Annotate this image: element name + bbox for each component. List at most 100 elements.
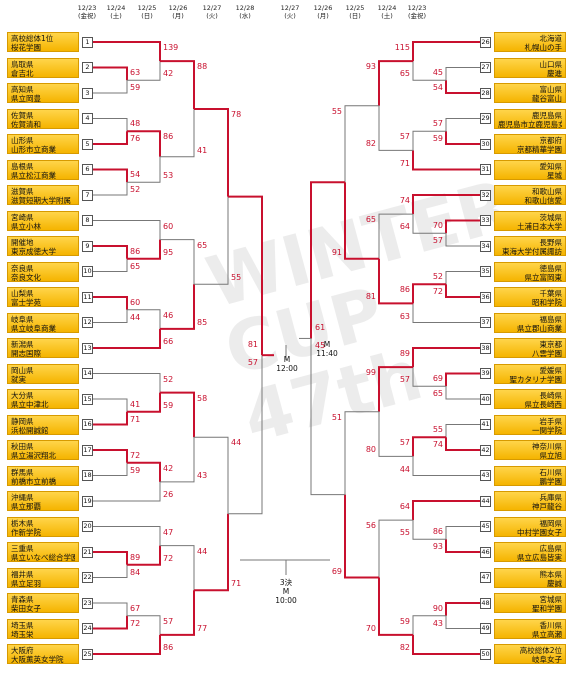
venue-time-left: 12:00 <box>276 364 298 373</box>
match-score: 55 <box>399 528 410 538</box>
match-score: 63 <box>130 68 141 78</box>
bracket-line <box>412 347 480 368</box>
team-box-right: 北海道 札幌山の手 <box>494 32 566 52</box>
bracket-line <box>160 60 195 109</box>
team-prefecture: 茨城県 <box>539 212 563 222</box>
team-school-name: 大阪薫英女学院 <box>11 655 64 664</box>
team-school-name: 県立松江商業 <box>11 170 56 180</box>
bracket-line <box>445 372 480 387</box>
bracket-line <box>160 391 195 438</box>
team-school-name: 県立いなべ総合学園 <box>11 553 75 562</box>
bracket-line <box>93 168 128 183</box>
bracket-line <box>93 182 128 196</box>
team-prefecture: 広島県 <box>539 544 563 553</box>
header-date: 12/24 <box>106 4 126 12</box>
match-score: 80 <box>365 445 376 455</box>
bracket-line <box>378 60 413 106</box>
team-school-name: 鹿児島市立鹿児島女子 <box>498 119 562 129</box>
match-score: 42 <box>163 463 174 473</box>
bracket-line <box>445 131 480 145</box>
team-seed-number: 17 <box>82 444 93 456</box>
team-seed-number: 5 <box>82 138 93 150</box>
match-score: 41 <box>130 399 141 409</box>
header-date: 12/27 <box>280 4 300 12</box>
bracket-line <box>127 239 161 260</box>
match-score: 52 <box>163 374 174 384</box>
match-score: 55 <box>432 425 443 435</box>
match-score: 66 <box>163 337 174 346</box>
bracket-line <box>344 105 379 183</box>
team-seed-number: 22 <box>82 572 93 583</box>
team-seed-number: 3 <box>82 87 93 99</box>
bracket-line <box>194 436 229 514</box>
venue-court-left: M <box>283 355 291 364</box>
bracket-line <box>445 437 480 451</box>
bracket-line <box>445 539 480 553</box>
team-prefecture: 北海道 <box>539 34 563 43</box>
match-score: 86 <box>130 246 141 256</box>
team-school-name: 和歌山信愛 <box>524 196 563 205</box>
match-score: 41 <box>197 145 208 155</box>
bracket-line <box>344 411 379 495</box>
team-prefecture: 埼玉県 <box>11 620 34 630</box>
team-box-right: 千葉県 昭和学院 <box>494 287 566 307</box>
team-school-name: 星城 <box>547 170 562 180</box>
team-seed-number: 4 <box>82 113 93 124</box>
match-score: 72 <box>163 553 174 563</box>
team-prefecture: 石川県 <box>539 467 563 477</box>
bracket-line <box>127 545 161 566</box>
team-prefecture: 群馬県 <box>11 467 34 477</box>
team-school-name: 就実 <box>11 374 26 384</box>
team-seed-number: 6 <box>82 164 93 175</box>
team-school-name: 岐阜女子 <box>532 655 562 664</box>
bracket-line <box>445 424 480 438</box>
team-school-name: 県立湯沢翔北 <box>11 451 56 460</box>
match-score: 45 <box>315 341 326 351</box>
bracket-line <box>412 520 446 540</box>
team-school-name: 一関学院 <box>532 425 562 435</box>
team-box-left: 高知県 県立岡豊 <box>7 83 79 103</box>
round-date-header: 12/26 (月) <box>310 4 336 20</box>
match-score: 57 <box>247 358 258 368</box>
bracket-line <box>378 519 413 578</box>
team-prefecture: 山口県 <box>539 59 563 69</box>
header-date: 12/26 <box>168 4 188 12</box>
bracket-line <box>228 355 263 515</box>
match-score: 72 <box>432 287 443 297</box>
team-seed-number: 2 <box>82 62 93 73</box>
team-box-left: 佐賀県 佐賀清和 <box>7 108 79 129</box>
match-score: 69 <box>432 374 443 384</box>
team-box-left: 開催地 東京成徳大学 <box>7 236 79 256</box>
team-seed-number: 31 <box>480 164 491 175</box>
bracket-line <box>445 271 480 285</box>
team-box-right: 広島県 県立広島皆実 <box>494 542 566 562</box>
match-score: 82 <box>365 139 376 149</box>
team-school-name: 慶誠 <box>547 578 562 588</box>
match-score: 44 <box>197 546 208 556</box>
header-weekday: (日) <box>349 12 361 20</box>
team-box-left: 青森県 柴田女子 <box>7 593 79 613</box>
match-score: 115 <box>394 43 410 52</box>
team-school-name: 聖和学園 <box>532 604 562 613</box>
team-seed-number: 15 <box>82 393 93 405</box>
match-score: 99 <box>365 368 376 378</box>
team-prefecture: 宮崎県 <box>11 212 34 222</box>
match-score: 69 <box>331 566 342 576</box>
team-school-name: 浜松開誠館 <box>11 425 49 435</box>
match-score: 89 <box>130 552 141 562</box>
team-seed-number: 16 <box>82 419 93 430</box>
bracket-line <box>445 233 480 247</box>
team-school-name: 県立広島皆実 <box>517 553 562 562</box>
team-box-left: 大分県 県立中津北 <box>7 389 79 409</box>
team-prefecture: 宮城県 <box>539 595 563 604</box>
team-box-left: 三重県 県立いなべ総合学園 <box>7 542 79 562</box>
match-score: 46 <box>163 310 174 320</box>
team-seed-number: 18 <box>82 470 93 481</box>
match-score: 63 <box>399 311 410 321</box>
bracket-line <box>378 105 413 151</box>
team-seed-number: 26 <box>480 36 491 48</box>
match-score: 54 <box>130 170 141 180</box>
team-box-right: 徳島県 県立富岡東 <box>494 261 566 282</box>
bracket-line <box>378 577 413 636</box>
team-box-left: 新潟県 開志国際 <box>7 338 79 358</box>
